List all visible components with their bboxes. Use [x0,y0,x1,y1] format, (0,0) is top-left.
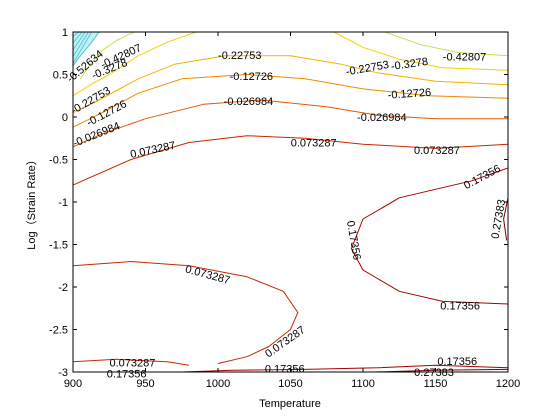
cyan-contour-group [73,32,92,64]
contour-line [350,167,508,305]
x-tick-label: 1100 [351,378,375,390]
x-tick-label: 1200 [496,378,520,390]
cyan-contour-line [73,32,86,51]
contour-label: -0.026984 [357,112,407,124]
y-tick-label: -1.5 [49,240,68,252]
contour-line [73,135,508,186]
x-axis-label: Temperature [259,398,321,410]
contour-label: 0.17356 [265,364,305,376]
contour-label: 0.073287 [110,358,156,370]
contour-label: 0.17356 [437,356,477,368]
y-tick-label: -1 [58,197,68,209]
contour-line [333,32,508,71]
contour-label: -0.12726 [230,71,273,83]
contour-label: -0.22753 [218,50,261,62]
y-tick-label: 0.5 [53,70,68,82]
contour-label: 0.27383 [414,367,454,379]
cyan-contour-line [73,32,89,57]
x-tick-label: 1050 [278,378,302,390]
cyan-contour-line [73,32,80,37]
contour-label: -0.42807 [443,52,486,64]
contour-line [73,32,100,67]
y-tick-label: -2 [58,282,68,294]
contour-line [79,32,135,80]
x-tick-label: 1000 [206,378,230,390]
contour-line [384,32,508,57]
y-tick-label: 1 [62,27,68,39]
x-tick-label: 950 [136,378,154,390]
x-axis: 900 950 1000 1050 1100 1150 1200 [64,32,520,390]
contour-label: -0.3278 [390,56,429,73]
contour-label: 0.073287 [291,138,337,150]
contour-line [73,99,508,148]
contour-line [73,55,508,114]
y-tick-label: 0 [62,112,68,124]
contour-line [503,197,508,241]
contour-label: -0.026984 [224,96,274,108]
plot-area [73,32,508,372]
contour-lines [73,32,508,372]
contour-line [73,74,508,128]
x-tick-label: 1150 [424,378,448,390]
contour-label: 0.073287 [414,145,460,157]
y-tick-label: -0.5 [49,155,68,167]
y-axis-label: Log（Strain Rate） [25,154,38,249]
contour-label: 0.17356 [440,301,480,313]
y-tick-label: -2.5 [49,325,68,337]
cyan-contour-line [73,32,92,64]
contour-label: -0.12726 [387,87,431,102]
y-tick-label: -3 [58,367,68,379]
x-tick-label: 900 [64,378,82,390]
y-axis: 1 0.5 0 -0.5 -1 -1.5 -2 -2.5 -3 [49,27,508,379]
contour-line [73,32,197,97]
contour-line [73,358,190,366]
cyan-contour-line [73,32,83,44]
contour-line [181,364,508,372]
contour-line [73,261,299,364]
